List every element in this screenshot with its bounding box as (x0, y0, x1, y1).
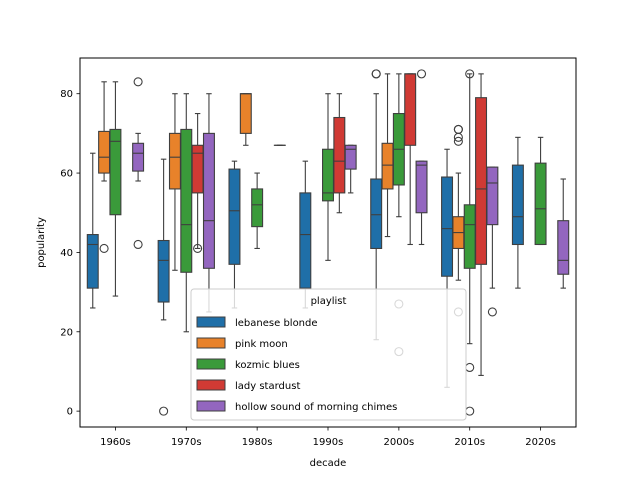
legend-swatch (197, 338, 225, 348)
legend-item-kozmic-blues[interactable]: kozmic blues (197, 359, 300, 371)
x-tick-label: 2020s (525, 437, 556, 448)
iqr-box (487, 167, 498, 225)
iqr-box (442, 177, 453, 276)
iqr-box (181, 129, 192, 272)
y-tick-label: 80 (60, 89, 73, 100)
legend-box (191, 289, 466, 420)
iqr-box (99, 131, 110, 173)
iqr-box (252, 189, 263, 227)
x-tick-label: 1960s (100, 437, 131, 448)
iqr-box (170, 133, 181, 189)
iqr-box (405, 74, 416, 145)
iqr-box (464, 205, 475, 268)
legend-item-pink-moon[interactable]: pink moon (197, 338, 288, 350)
legend-title: playlist (311, 296, 347, 307)
x-tick-label: 1990s (313, 437, 344, 448)
iqr-box (416, 161, 427, 213)
x-tick-label: 2010s (454, 437, 485, 448)
y-tick-label: 40 (60, 248, 73, 259)
y-tick-label: 20 (60, 327, 73, 338)
x-tick-label: 1970s (171, 437, 202, 448)
iqr-box (512, 165, 523, 244)
iqr-box (535, 163, 546, 244)
iqr-box (371, 179, 382, 248)
iqr-box (558, 221, 569, 275)
iqr-box (158, 241, 169, 302)
x-tick-label: 1980s (242, 437, 273, 448)
iqr-box (229, 169, 240, 264)
iqr-box (382, 143, 393, 189)
iqr-box (192, 145, 203, 193)
iqr-box (300, 193, 311, 288)
y-tick-label: 60 (60, 169, 73, 180)
legend-swatch (197, 317, 225, 327)
iqr-box (334, 118, 345, 193)
legend-swatch (197, 359, 225, 369)
y-tick-label: 0 (67, 407, 73, 418)
legend-item-lebanese-blonde[interactable]: lebanese blonde (197, 317, 318, 329)
legend-swatch (197, 380, 225, 390)
legend-swatch (197, 401, 225, 411)
iqr-box (110, 129, 121, 214)
legend-item-lady-stardust[interactable]: lady stardust (197, 380, 300, 392)
x-axis-title: decade (310, 458, 347, 469)
iqr-box (204, 133, 215, 268)
legend-label: lady stardust (235, 381, 300, 392)
x-tick-label: 2000s (384, 437, 415, 448)
legend-label: kozmic blues (235, 360, 300, 371)
legend-label: pink moon (235, 339, 288, 350)
iqr-box (87, 235, 98, 289)
iqr-box (133, 143, 144, 171)
legend[interactable]: playlist lebanese blonde pink moon kozmic … (191, 289, 466, 420)
y-axis-title: popularity (36, 217, 47, 268)
iqr-box (476, 98, 487, 265)
legend-label: lebanese blonde (235, 318, 318, 329)
iqr-box (240, 94, 251, 134)
legend-label: hollow sound of morning chimes (235, 402, 397, 413)
